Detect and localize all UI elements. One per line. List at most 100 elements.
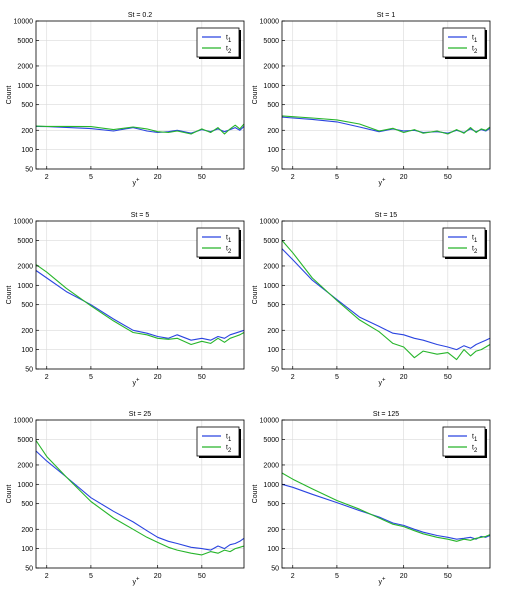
legend-box <box>196 27 240 58</box>
y-tick-label: 200 <box>21 527 33 534</box>
x-tick-label: 20 <box>400 374 408 381</box>
y-tick-label: 2000 <box>17 462 33 469</box>
chart-title: St = 15 <box>375 212 397 219</box>
x-tick-label: 2 <box>45 374 49 381</box>
x-tick-label: 50 <box>198 374 206 381</box>
y-tick-label: 200 <box>267 527 279 534</box>
y-tick-label: 5000 <box>263 437 279 444</box>
series-line-t2 <box>281 115 491 135</box>
y-tick-label: 100 <box>21 546 33 553</box>
y-tick-label: 100 <box>267 347 279 354</box>
legend-label-t1: t1 <box>226 35 232 45</box>
chart-panel-1: 2 5 20 50 50 100 200 500 1000 2000 5000 10000 St = 0… <box>6 12 245 188</box>
series-line-t1 <box>35 450 245 551</box>
chart-title: St = 25 <box>129 411 151 418</box>
chart-title: St = 125 <box>373 411 399 418</box>
legend-label-t2: t2 <box>226 46 232 56</box>
y-tick-label: 50 <box>271 566 279 573</box>
y-tick-label: 500 <box>21 302 33 309</box>
x-tick-label: 2 <box>291 174 295 181</box>
y-tick-label: 10000 <box>14 219 34 226</box>
y-tick-label: 200 <box>21 128 33 135</box>
x-axis-label: y+ <box>378 577 386 587</box>
y-tick-label: 1000 <box>263 283 279 290</box>
legend-box <box>196 227 240 258</box>
y-axis-label: Count <box>252 86 259 105</box>
y-tick-label: 2000 <box>263 462 279 469</box>
legend-label-t2: t2 <box>472 445 478 455</box>
y-tick-label: 100 <box>21 347 33 354</box>
y-tick-label: 100 <box>267 546 279 553</box>
series-line-t1 <box>281 483 491 540</box>
series-line-t2 <box>35 440 245 556</box>
axes-frame <box>35 419 245 569</box>
y-tick-label: 5000 <box>17 238 33 245</box>
chart-panel-6: 2 5 20 50 50 100 200 500 1000 2000 5000 10000 St = 1… <box>252 411 491 587</box>
x-tick-label: 50 <box>444 573 452 580</box>
chart-panel-4: 2 5 20 50 50 100 200 500 1000 2000 5000 10000 St = 1… <box>252 212 491 388</box>
x-tick-label: 20 <box>154 374 162 381</box>
chart-title: St = 0.2 <box>128 12 152 19</box>
y-tick-label: 1000 <box>17 283 33 290</box>
y-tick-label: 100 <box>21 147 33 154</box>
x-tick-label: 2 <box>291 573 295 580</box>
y-tick-label: 2000 <box>17 263 33 270</box>
y-tick-label: 5000 <box>17 437 33 444</box>
legend-label-t2: t2 <box>226 246 232 256</box>
y-tick-label: 1000 <box>263 83 279 90</box>
x-axis-label: y+ <box>378 378 386 388</box>
x-axis-label: y+ <box>132 378 140 388</box>
x-tick-label: 2 <box>45 174 49 181</box>
series-line-t2 <box>35 264 245 346</box>
x-tick-label: 5 <box>335 573 339 580</box>
y-tick-label: 2000 <box>263 63 279 70</box>
y-tick-label: 10000 <box>260 418 280 425</box>
y-axis-label: Count <box>252 485 259 504</box>
series-line-t2 <box>35 123 245 135</box>
y-axis-label: Count <box>6 286 13 305</box>
x-tick-label: 20 <box>154 174 162 181</box>
x-tick-label: 2 <box>45 573 49 580</box>
y-tick-label: 1000 <box>17 83 33 90</box>
x-tick-label: 50 <box>444 174 452 181</box>
y-tick-label: 5000 <box>263 38 279 45</box>
x-tick-label: 20 <box>154 573 162 580</box>
y-tick-label: 10000 <box>14 19 34 26</box>
y-tick-label: 500 <box>267 102 279 109</box>
y-tick-label: 1000 <box>263 482 279 489</box>
x-tick-label: 20 <box>400 174 408 181</box>
x-tick-label: 50 <box>198 573 206 580</box>
x-tick-label: 5 <box>335 174 339 181</box>
axes-frame <box>281 20 491 170</box>
y-tick-label: 1000 <box>17 482 33 489</box>
y-tick-label: 500 <box>21 102 33 109</box>
y-tick-label: 500 <box>267 302 279 309</box>
x-tick-label: 5 <box>89 374 93 381</box>
y-tick-label: 5000 <box>263 238 279 245</box>
x-axis-label: y+ <box>378 178 386 188</box>
axes-frame <box>35 220 245 370</box>
y-tick-label: 200 <box>267 328 279 335</box>
chart-title: St = 1 <box>377 12 396 19</box>
x-tick-label: 5 <box>89 573 93 580</box>
legend-label-t2: t2 <box>226 445 232 455</box>
chart-title: St = 5 <box>131 212 150 219</box>
legend-label-t2: t2 <box>472 46 478 56</box>
y-tick-label: 50 <box>25 566 33 573</box>
legend-label-t1: t1 <box>472 434 478 444</box>
chart-panel-5: 2 5 20 50 50 100 200 500 1000 2000 5000 10000 St = 2… <box>6 411 245 586</box>
x-axis-label: y+ <box>132 178 140 188</box>
legend-label-t1: t1 <box>472 235 478 245</box>
series-line-t2 <box>281 240 491 361</box>
legend-label-t1: t1 <box>472 35 478 45</box>
axes-frame <box>35 20 245 170</box>
y-tick-label: 2000 <box>17 63 33 70</box>
y-tick-label: 50 <box>271 167 279 174</box>
x-tick-label: 5 <box>89 174 93 181</box>
axes-frame <box>281 220 491 370</box>
series-line-t2 <box>281 472 491 542</box>
